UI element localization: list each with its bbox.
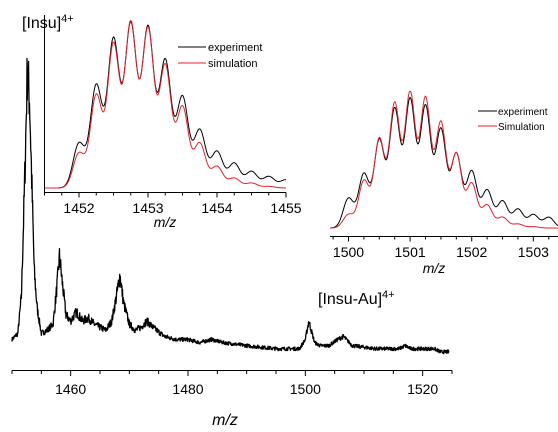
legend-2-simulation-label: Simulation [498, 122, 545, 133]
inset-2-x-ticks: 1500 1501 1502 1503 [332, 236, 550, 260]
inset-2-simulation-line [329, 90, 558, 229]
inset-x-tick-label: 1503 [518, 244, 549, 260]
inset-1-legend: experiment simulation [178, 42, 262, 70]
legend-1-experiment-label: experiment [208, 42, 262, 54]
main-x-tick-label: 1500 [290, 381, 321, 397]
main-x-tick-label: 1460 [55, 381, 86, 397]
inset-1-x-axis-label: m/z [154, 214, 177, 230]
inset-2-background [330, 80, 558, 240]
insu-label: [Insu]4+ [22, 13, 74, 32]
inset-x-tick-label: 1502 [456, 244, 487, 260]
main-chart: 1460 1480 1500 1520 m/z [Insu-Au]4+ [11, 57, 453, 429]
legend-1-simulation-label: simulation [208, 58, 258, 70]
inset-2-experiment-line [329, 97, 558, 229]
inset-chart-insu-au: 1500 1501 1502 1503 m/z experiment Simulati… [329, 80, 558, 276]
inset-chart-insu: 1452 1453 1454 1455 m/z experiment simulati… [44, 15, 302, 230]
inset-x-tick-label: 1455 [270, 200, 301, 216]
main-spectrum-line [11, 57, 450, 355]
inset-1-x-ticks: 1452 1453 1454 1455 [44, 192, 302, 216]
main-x-tick-label: 1520 [407, 381, 438, 397]
inset-2-legend: experiment Simulation [478, 107, 548, 133]
inset-x-tick-label: 1454 [201, 200, 232, 216]
inset-x-tick-label: 1500 [333, 244, 364, 260]
inset-x-tick-label: 1453 [132, 200, 163, 216]
inset-1-simulation-line [44, 20, 287, 189]
legend-2-experiment-label: experiment [498, 107, 548, 118]
inset-2-x-axis-label: m/z [423, 260, 446, 276]
main-x-ticks: 1460 1480 1500 1520 [11, 370, 453, 397]
inset-1-background [44, 15, 289, 215]
main-x-tick-label: 1480 [172, 381, 203, 397]
insu-au-label: [Insu-Au]4+ [318, 289, 395, 308]
inset-1-experiment-line [44, 20, 287, 189]
inset-x-tick-label: 1452 [63, 200, 94, 216]
main-x-axis-label: m/z [212, 412, 238, 429]
inset-x-tick-label: 1501 [395, 244, 426, 260]
